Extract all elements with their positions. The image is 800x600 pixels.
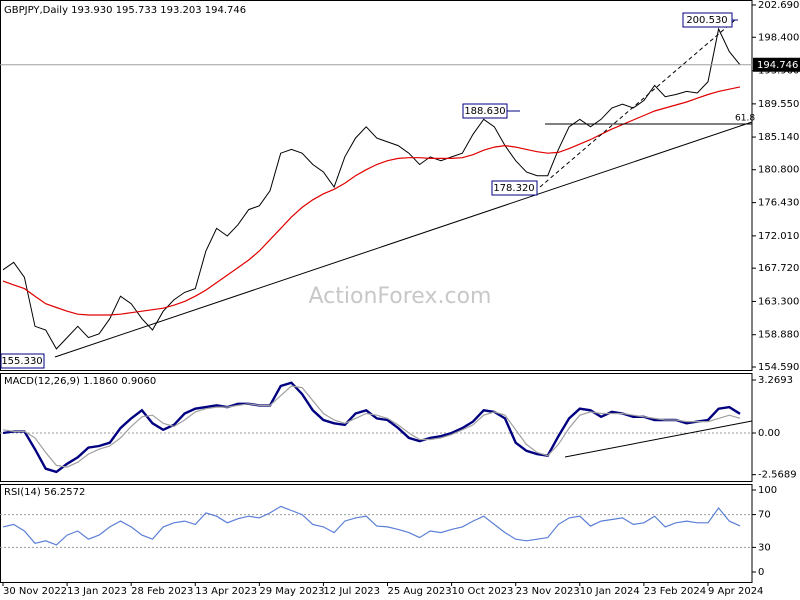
y-tick-label: 163.300 (758, 296, 799, 307)
y-tick-label: 70 (758, 510, 771, 521)
x-tick-label: 13 Apr 2023 (195, 586, 257, 597)
current-price-label: 194.746 (757, 60, 798, 71)
series-line (2, 27, 741, 350)
uptrend-line (54, 121, 753, 358)
annotation: 188.630 (464, 106, 505, 117)
label-box (0, 353, 45, 369)
y-tick-label: 154.590 (758, 362, 799, 373)
x-tick-label: 23 Nov 2023 (516, 586, 580, 597)
y-tick-label: 0.00 (758, 428, 780, 439)
panel-frame (0, 484, 753, 583)
y-tick-label: 202.690 (758, 0, 799, 11)
y-tick-label: 3.2693 (758, 375, 793, 386)
x-tick-label: 10 Jan 2024 (580, 586, 640, 597)
y-tick-label: 0 (758, 567, 764, 578)
annotation: 61.8 (735, 114, 755, 124)
y-tick-label: -2.5689 (758, 470, 797, 481)
series-line (2, 86, 741, 316)
annotation: 178.320 (493, 183, 534, 194)
macd-trend-line (564, 420, 753, 458)
x-tick-label: 25 Aug 2023 (388, 586, 452, 597)
x-tick-label: 29 May 2023 (259, 586, 324, 597)
watermark: ActionForex.com (309, 284, 492, 309)
annotation: 155.330 (1, 356, 42, 367)
y-tick-label: 185.140 (758, 132, 799, 143)
x-tick-label: 10 Oct 2023 (452, 586, 514, 597)
x-tick-label: 23 Feb 2024 (644, 586, 706, 597)
y-tick-label: 198.400 (758, 32, 799, 43)
x-tick-label: 28 Feb 2023 (131, 586, 193, 597)
panel-frame (0, 373, 753, 482)
y-tick-label: 158.880 (758, 330, 799, 341)
panel-frame (0, 0, 753, 371)
y-tick-label: 167.720 (758, 263, 799, 274)
chart-title: GBPJPY,Daily 193.930 195.733 193.203 194… (4, 5, 246, 16)
current-price-box (753, 57, 800, 72)
x-tick-label: 30 Nov 2022 (3, 586, 67, 597)
series-line (2, 505, 741, 546)
y-tick-label: 172.010 (758, 231, 799, 242)
panel-title: RSI(14) 56.2572 (4, 487, 85, 498)
panel-title: MACD(12,26,9) 1.1860 0.9060 (4, 376, 156, 387)
y-tick-label: 189.550 (758, 99, 799, 110)
x-tick-label: 9 Apr 2024 (708, 586, 763, 597)
label-box (491, 180, 538, 196)
y-tick-label: 176.430 (758, 198, 799, 209)
y-tick-label: 180.800 (758, 165, 799, 176)
y-tick-label: 30 (758, 542, 771, 553)
x-tick-label: 12 Jul 2023 (323, 586, 380, 597)
projection-line (539, 19, 736, 188)
trend-lines (54, 19, 753, 458)
x-tick-label: 13 Jan 2023 (67, 586, 127, 597)
annotation: 200.530 (686, 15, 727, 26)
label-box (462, 103, 508, 119)
label-box (682, 12, 733, 28)
series-line (2, 385, 741, 468)
y-tick-label: 100 (758, 485, 777, 496)
